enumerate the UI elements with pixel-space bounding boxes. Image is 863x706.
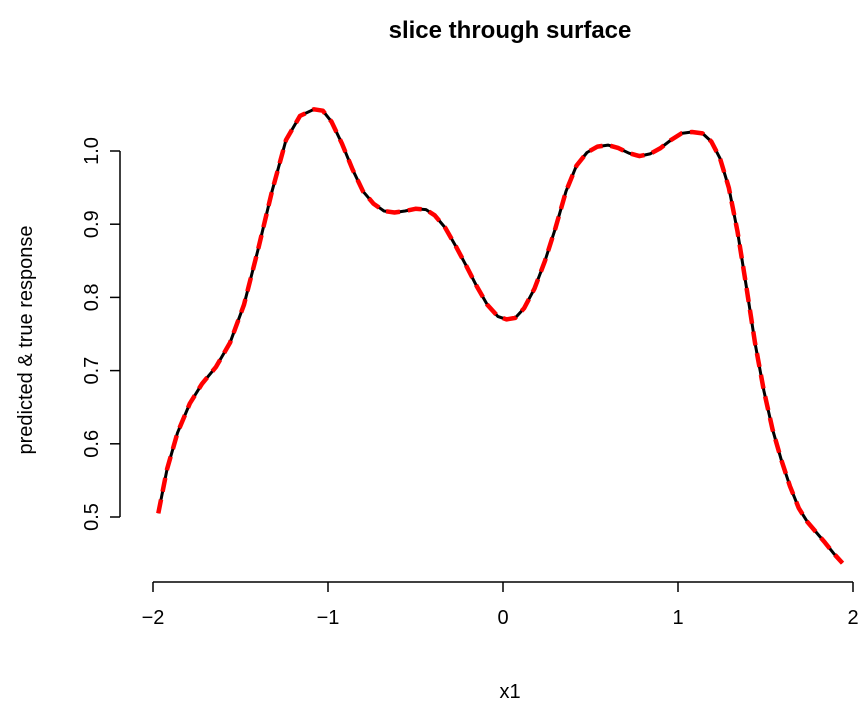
y-axis-label: predicted & true response (15, 225, 37, 454)
y-tick-label: 1.0 (81, 137, 103, 165)
chart-title: slice through surface (389, 17, 632, 44)
y-tick-label: 0.5 (81, 503, 103, 531)
x-tick-label: −1 (317, 607, 340, 629)
plot-area (156, 107, 845, 565)
y-axis: 0.5 0.6 0.7 0.8 0.9 1.0 (81, 137, 121, 531)
y-tick-label: 0.6 (81, 430, 103, 458)
y-tick-label: 0.9 (81, 210, 103, 238)
x-axis: −2 −1 0 1 2 (142, 581, 859, 629)
y-tick-label: 0.8 (81, 283, 103, 311)
x-tick-label: 1 (672, 607, 683, 629)
y-tick-label: 0.7 (81, 357, 103, 385)
predicted-response-line (156, 107, 845, 565)
x-axis-label: x1 (499, 681, 520, 703)
true-response-line (156, 107, 844, 565)
x-tick-label: −2 (142, 607, 165, 629)
x-tick-label: 2 (847, 607, 858, 629)
x-tick-label: 0 (497, 607, 508, 629)
